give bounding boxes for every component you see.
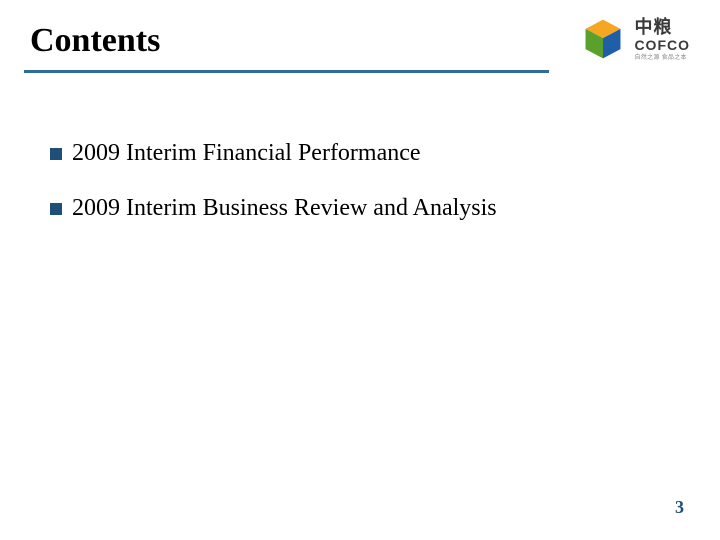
list-item-label: 2009 Interim Business Review and Analysi… <box>72 195 497 222</box>
content-list: 2009 Interim Financial Performance 2009 … <box>50 140 670 250</box>
page-number: 3 <box>675 497 684 518</box>
slide: Contents 中粮 COFCO 自然之源 食品之本 2009 Interim… <box>0 0 720 540</box>
logo-text: 中粮 COFCO 自然之源 食品之本 <box>634 18 690 61</box>
bullet-icon <box>50 203 62 215</box>
list-item-label: 2009 Interim Financial Performance <box>72 140 421 167</box>
bullet-icon <box>50 148 62 160</box>
cofco-cube-icon <box>580 16 626 62</box>
page-title: Contents <box>30 22 160 60</box>
logo-tagline: 自然之源 食品之本 <box>634 55 690 61</box>
list-item: 2009 Interim Financial Performance <box>50 140 670 167</box>
header: Contents 中粮 COFCO 自然之源 食品之本 <box>30 22 690 62</box>
list-item: 2009 Interim Business Review and Analysi… <box>50 195 670 222</box>
logo-en-text: COFCO <box>634 38 690 52</box>
header-divider <box>24 70 549 73</box>
logo-cn-text: 中粮 <box>634 18 690 36</box>
logo: 中粮 COFCO 自然之源 食品之本 <box>580 16 690 62</box>
